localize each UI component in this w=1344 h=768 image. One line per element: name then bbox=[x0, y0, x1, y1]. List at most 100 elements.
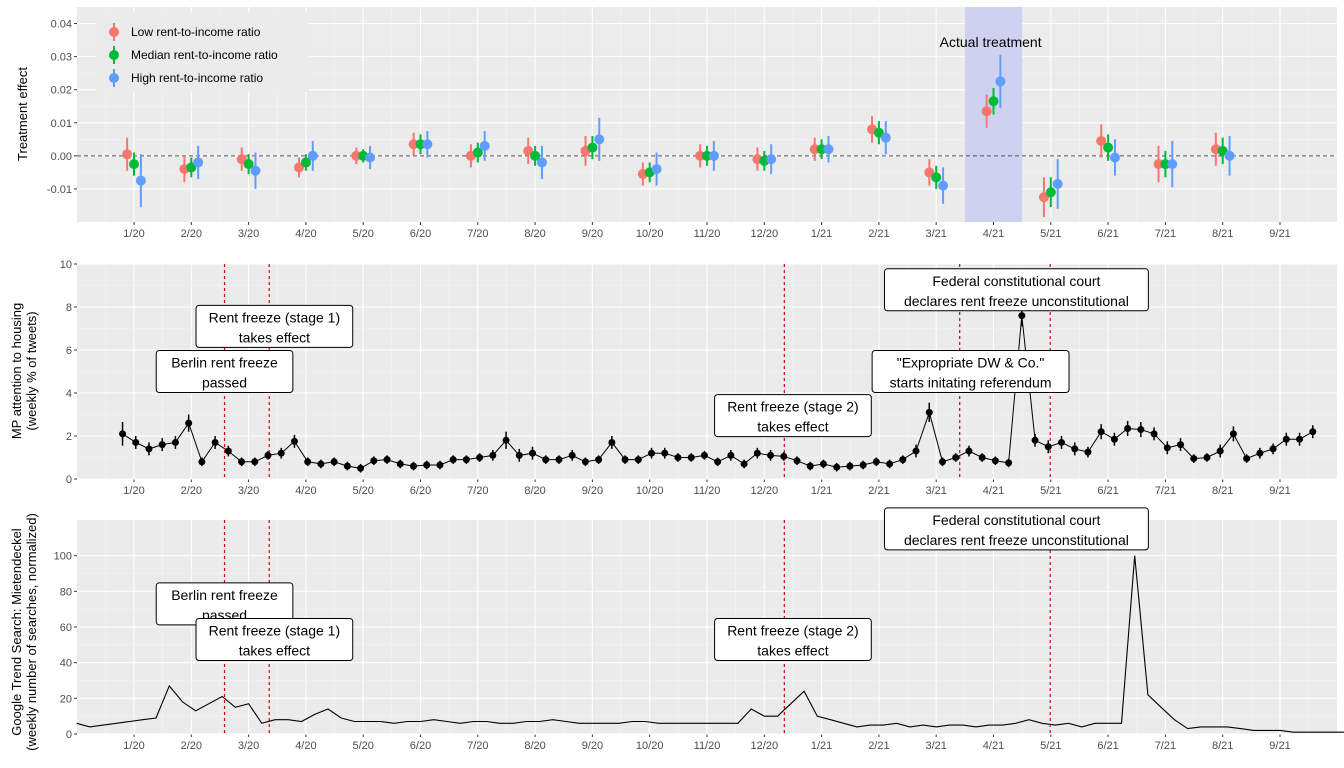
panel1-x-tick-label: 1/20 bbox=[123, 228, 144, 240]
panel2-x-tick-label: 12/20 bbox=[751, 485, 779, 497]
panel3-x-tick-label: 3/20 bbox=[238, 740, 259, 752]
mp-attention-point bbox=[436, 461, 444, 469]
panel2-x-tick-label: 10/20 bbox=[636, 485, 664, 497]
mp-attention-point bbox=[674, 454, 682, 461]
legend-label-high: High rent-to-income ratio bbox=[131, 71, 263, 85]
point-high bbox=[536, 157, 547, 168]
mp-attention-point bbox=[476, 454, 484, 461]
point-low bbox=[351, 150, 362, 161]
point-median bbox=[415, 139, 426, 150]
mp-attention-point bbox=[1269, 445, 1277, 453]
mp-attention-point bbox=[1124, 424, 1132, 432]
legend-key-median bbox=[109, 50, 119, 60]
mp-attention-point bbox=[608, 438, 616, 446]
panel2-y-tick-label: 4 bbox=[66, 388, 72, 400]
panel1-x-tick-label: 7/21 bbox=[1155, 228, 1176, 240]
mp-attention-point bbox=[1031, 436, 1039, 444]
panel2-x-tick-label: 7/20 bbox=[467, 485, 488, 497]
point-median bbox=[1217, 145, 1228, 156]
point-low bbox=[236, 154, 247, 165]
panel2-x-tick-label: 3/21 bbox=[925, 485, 946, 497]
mp-attention-point bbox=[872, 458, 880, 466]
panel3-y-tick-label: 60 bbox=[60, 622, 72, 634]
panel3-x-tick-label: 5/21 bbox=[1040, 740, 1061, 752]
panel2-y-axis-title-line1: MP attention to housing bbox=[9, 303, 24, 439]
panel2-annotation-box bbox=[883, 268, 1149, 312]
panel2-annotation-box bbox=[195, 304, 354, 348]
panel3-x-tick-label: 2/20 bbox=[181, 740, 202, 752]
mp-attention-point bbox=[767, 451, 775, 459]
panel2-annotation-line1: Rent freeze (stage 1) bbox=[209, 309, 341, 325]
point-high bbox=[823, 144, 834, 155]
mp-attention-point bbox=[661, 449, 669, 457]
panel3-x-tick-label: 8/20 bbox=[524, 740, 545, 752]
mp-attention-point bbox=[132, 438, 140, 446]
panel2-x-tick-label: 7/21 bbox=[1155, 485, 1176, 497]
mp-attention-point bbox=[753, 449, 761, 457]
mp-attention-point bbox=[859, 461, 867, 469]
mp-attention-point bbox=[978, 454, 986, 461]
panel1-y-tick-label: 0.01 bbox=[51, 118, 72, 130]
panel1-x-tick-label: 4/20 bbox=[295, 228, 316, 240]
mp-attention-point bbox=[304, 458, 312, 466]
point-median bbox=[129, 159, 139, 170]
mp-attention-point bbox=[581, 458, 589, 466]
mp-attention-point bbox=[1190, 455, 1198, 463]
mp-attention-point bbox=[714, 458, 722, 466]
point-low bbox=[1096, 135, 1107, 146]
panel3-annotation-line1: Rent freeze (stage 1) bbox=[209, 622, 341, 638]
point-low bbox=[1038, 192, 1049, 203]
mp-attention-point bbox=[370, 457, 378, 465]
panel3-annotation-box bbox=[883, 507, 1149, 551]
point-high bbox=[422, 139, 433, 150]
mp-attention-point bbox=[251, 458, 259, 466]
panel3-x-tick-label: 5/20 bbox=[352, 740, 373, 752]
mp-attention-point bbox=[1282, 435, 1290, 443]
point-median bbox=[587, 142, 598, 153]
panel2-x-tick-label: 2/20 bbox=[181, 485, 202, 497]
panel3-y-axis-title-line2: (weekly number of searches, normalized) bbox=[24, 513, 39, 751]
legend-label-low: Low rent-to-income ratio bbox=[131, 25, 261, 39]
panel2-annotation-line2: passed bbox=[202, 375, 247, 391]
point-high bbox=[938, 180, 949, 191]
panel3-x-tick-label: 2/21 bbox=[868, 740, 889, 752]
mp-attention-point bbox=[158, 441, 166, 449]
point-low bbox=[924, 167, 935, 178]
panel3-x-tick-label: 3/21 bbox=[925, 740, 946, 752]
point-low bbox=[122, 149, 133, 160]
point-low bbox=[1153, 159, 1164, 170]
mp-attention-point bbox=[462, 456, 470, 464]
point-median bbox=[300, 157, 311, 168]
mp-attention-point bbox=[502, 436, 510, 444]
mp-attention-point bbox=[489, 451, 497, 459]
panel1-x-tick-label: 6/21 bbox=[1097, 228, 1118, 240]
panel2-annotation-line2: takes effect bbox=[757, 419, 828, 435]
google-trend-panel: 1/20 2/20 3/20 4/20 5/20 6/20 7/20 8/20 9/20 10/2… bbox=[54, 507, 1344, 752]
panel3-x-tick-label: 8/21 bbox=[1212, 740, 1233, 752]
point-median bbox=[1045, 187, 1056, 198]
point-high bbox=[880, 132, 891, 143]
mp-attention-point bbox=[595, 456, 603, 464]
panel3-annotation-line1: Berlin rent freeze bbox=[171, 587, 278, 603]
mp-attention-point bbox=[1216, 447, 1224, 455]
panel3-y-tick-label: 0 bbox=[66, 729, 72, 741]
mp-attention-point bbox=[780, 452, 788, 460]
point-median bbox=[931, 172, 942, 183]
mp-attention-point bbox=[1071, 445, 1079, 453]
panel3-y-tick-label: 40 bbox=[60, 658, 72, 670]
mp-attention-point bbox=[343, 462, 351, 470]
mp-attention-point bbox=[515, 451, 523, 459]
panel2-x-tick-label: 9/21 bbox=[1269, 485, 1290, 497]
panel1-x-tick-label: 3/20 bbox=[238, 228, 259, 240]
mp-attention-point bbox=[383, 456, 391, 464]
panel3-annotation-line1: Rent freeze (stage 2) bbox=[727, 622, 859, 638]
mp-attention-point bbox=[1018, 312, 1026, 320]
mp-attention-panel: 1/20 2/20 3/20 4/20 5/20 6/20 7/20 8/20 9/20 10/2… bbox=[60, 259, 1337, 497]
mp-attention-point bbox=[119, 430, 127, 438]
mp-attention-point bbox=[912, 447, 920, 455]
mp-attention-point bbox=[1243, 455, 1251, 463]
panel2-y-tick-label: 6 bbox=[66, 345, 72, 357]
mp-attention-point bbox=[1110, 435, 1118, 443]
panel2-x-tick-label: 9/20 bbox=[582, 485, 603, 497]
mp-attention-point bbox=[687, 454, 695, 461]
